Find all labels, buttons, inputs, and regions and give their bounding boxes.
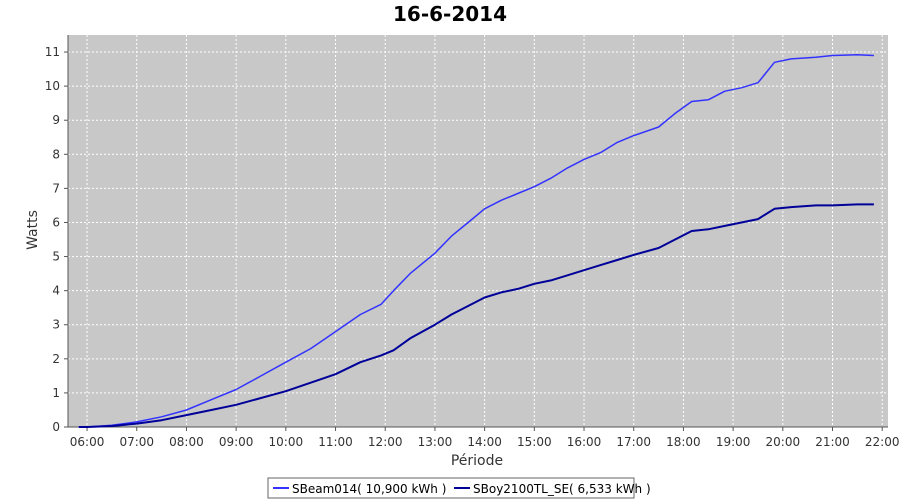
y-tick-label: 6 xyxy=(52,215,60,229)
x-tick-label: 15:00 xyxy=(517,435,552,449)
x-tick-label: 17:00 xyxy=(616,435,651,449)
x-tick-label: 20:00 xyxy=(766,435,801,449)
y-tick-label: 10 xyxy=(45,79,60,93)
x-axis-label: Période xyxy=(451,453,503,469)
x-tick-label: 19:00 xyxy=(716,435,751,449)
x-tick-label: 13:00 xyxy=(418,435,453,449)
chart-title: 16-6-2014 xyxy=(393,2,507,26)
series-line-2 xyxy=(78,203,874,428)
x-tick-label: 07:00 xyxy=(119,435,154,449)
x-tick-label: 18:00 xyxy=(666,435,701,449)
x-tick-label: 14:00 xyxy=(467,435,502,449)
y-tick-label: 0 xyxy=(52,420,60,434)
y-tick-label: 2 xyxy=(52,352,60,366)
x-tick-label: 16:00 xyxy=(567,435,602,449)
x-tick-label: 11:00 xyxy=(318,435,353,449)
y-tick-label: 3 xyxy=(52,318,60,332)
legend-label-2: SBoy2100TL_SE( 6,533 kWh ) xyxy=(473,482,651,496)
x-tick-label: 10:00 xyxy=(269,435,304,449)
x-tick-label: 08:00 xyxy=(169,435,204,449)
y-axis-label: Watts xyxy=(25,210,41,250)
plot-area xyxy=(68,35,888,427)
x-tick-label: 21:00 xyxy=(815,435,850,449)
legend-box xyxy=(267,477,635,499)
y-tick-label: 7 xyxy=(52,181,60,195)
x-tick-label: 12:00 xyxy=(368,435,403,449)
y-tick-label: 8 xyxy=(52,147,60,161)
series-line-1 xyxy=(78,54,874,428)
y-tick-label: 1 xyxy=(52,386,60,400)
y-tick-label: 5 xyxy=(52,250,60,264)
legend: SBeam014( 10,900 kWh ) SBoy2100TL_SE( 6,5… xyxy=(267,477,651,499)
x-tick-label: 06:00 xyxy=(70,435,105,449)
x-tick-label: 22:00 xyxy=(865,435,900,449)
y-tick-label: 9 xyxy=(52,113,60,127)
y-tick-label: 4 xyxy=(52,284,60,298)
x-tick-label: 09:00 xyxy=(219,435,254,449)
legend-label-1: SBeam014( 10,900 kWh ) xyxy=(292,482,446,496)
y-tick-label: 11 xyxy=(45,45,60,59)
